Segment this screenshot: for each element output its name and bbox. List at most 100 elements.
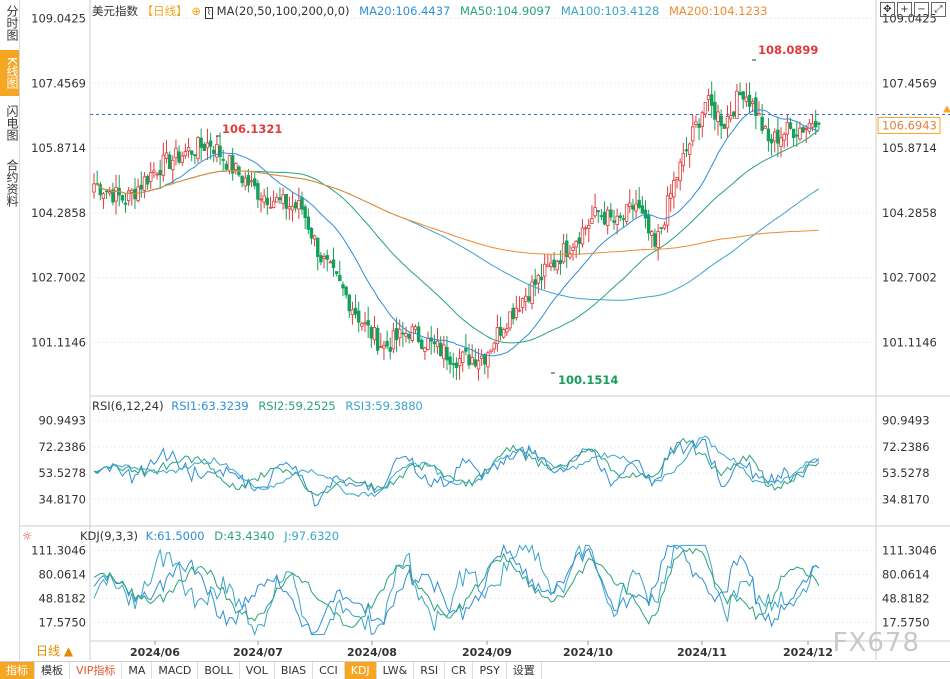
bottom-tab-[interactable]: 设置 <box>507 662 542 679</box>
period-selector[interactable]: 日线 ▲ <box>20 643 80 659</box>
candle-body <box>574 240 578 248</box>
candle-body <box>350 309 355 316</box>
candle-body <box>442 344 446 360</box>
candle-body <box>246 175 251 186</box>
candle-body <box>596 210 600 213</box>
bottom-tab-rsi[interactable]: RSI <box>414 662 446 679</box>
candle-body <box>457 358 462 367</box>
candle-body <box>804 128 808 131</box>
candle-body <box>114 186 118 202</box>
expand-icon[interactable]: ✥ <box>880 2 895 17</box>
candle-body <box>397 328 402 339</box>
bottom-tab-cci[interactable]: CCI <box>313 662 345 679</box>
candle-body <box>656 230 660 249</box>
kdj-header: ☼ KDJ(9,3,3) K:61.5000 D:43.4340 J:97.63… <box>22 529 339 543</box>
candle-body <box>672 180 676 198</box>
bottom-tab-vip[interactable]: VIP指标 <box>70 662 123 679</box>
candle-body <box>470 356 474 365</box>
candle-body <box>136 186 140 202</box>
candle-body <box>791 128 796 139</box>
candle-body <box>801 126 805 133</box>
candle-body <box>331 259 336 268</box>
price-tick-right: 105.8714 <box>882 141 937 155</box>
candle-body <box>511 307 515 320</box>
kline-chart[interactable]: 109.0425 109.0425 107.4569 107.4569 105.8714… <box>0 0 950 660</box>
candle-body <box>637 199 641 208</box>
gear-icon[interactable]: ☼ <box>22 529 33 543</box>
bottom-tab-psy[interactable]: PSY <box>473 662 507 679</box>
candle-body <box>152 170 156 173</box>
price-tick-right: 104.2858 <box>882 206 937 220</box>
bottom-tab-boll[interactable]: BOLL <box>198 662 240 679</box>
bottom-tab-ma[interactable]: MA <box>122 662 153 679</box>
ma100-value: MA100:103.4128 <box>560 4 660 18</box>
bottom-tab-bias[interactable]: BIAS <box>275 662 314 679</box>
candle-body <box>498 326 503 336</box>
candle-body <box>728 114 733 120</box>
ma-chart-icon: ⌇ <box>204 7 214 19</box>
price-tick-left: 105.8714 <box>31 141 86 155</box>
triangle-up-icon: ▲ <box>63 644 74 658</box>
candle-body <box>669 193 673 199</box>
zoom-out-icon[interactable]: − <box>914 2 929 17</box>
candle-body <box>230 155 235 174</box>
tab-timeshare[interactable]: 分时图 <box>5 5 19 41</box>
candle-body <box>750 101 755 104</box>
candle-body <box>725 115 730 129</box>
candle-body <box>375 328 380 351</box>
candle-body <box>366 320 370 326</box>
candle-body <box>420 339 424 350</box>
candle-body <box>451 363 455 366</box>
bottom-tab-macd[interactable]: MACD <box>152 662 199 679</box>
candle-body <box>495 327 500 345</box>
candle-body <box>243 177 247 187</box>
kdj-tick-right: 17.5750 <box>882 616 930 630</box>
settings-icon[interactable]: ⊕ <box>191 4 201 18</box>
candle-body <box>149 172 153 182</box>
candle-body <box>205 142 210 149</box>
kdj-tick-right: 48.8182 <box>882 592 930 606</box>
price-header: 美元指数 【日线】 ⊕ ⌇ MA(20,50,100,200,0,0) MA20… <box>92 3 767 19</box>
tab-lightning[interactable]: 闪电图 <box>5 105 19 141</box>
bottom-tab-vol[interactable]: VOL <box>240 662 275 679</box>
candle-body <box>697 123 701 128</box>
bottom-tab-kdj[interactable]: KDJ <box>344 662 377 679</box>
candle-body <box>605 209 610 226</box>
candle-body <box>256 183 260 200</box>
candle-body <box>155 173 159 176</box>
rsi1-value: RSI1:63.3239 <box>171 399 249 413</box>
candle-body <box>735 90 739 120</box>
period-selector-label: 日线 <box>36 644 61 658</box>
bottom-tab-lw[interactable]: LW& <box>377 662 415 679</box>
fullscreen-icon[interactable]: ⤢ <box>931 2 946 17</box>
high-annotation: 108.0899 <box>758 43 818 57</box>
candle-body <box>747 94 752 107</box>
candle-body <box>404 332 408 337</box>
sidebar: 分时图 K线图 闪电图 合约资料 <box>0 0 20 660</box>
candle-body <box>773 131 777 142</box>
candle-body <box>508 311 512 329</box>
rsi-tick-right: 90.9493 <box>882 414 930 428</box>
candle-body <box>709 94 714 106</box>
candle-body <box>609 209 613 218</box>
tab-contract-info[interactable]: 合约资料 <box>5 159 19 207</box>
candle-body <box>347 294 351 312</box>
price-tick-left: 102.7002 <box>31 271 86 285</box>
zoom-in-icon[interactable]: + <box>897 2 912 17</box>
candle-body <box>590 218 594 224</box>
bottom-tab-[interactable]: 指标 <box>0 662 35 679</box>
candle-body <box>287 206 292 210</box>
candle-body <box>624 204 629 222</box>
candle-body <box>769 138 774 144</box>
candle-body <box>92 183 96 193</box>
candle-body <box>293 202 298 209</box>
candle-body <box>325 255 329 260</box>
candle-body <box>788 122 793 129</box>
candle-body <box>164 152 169 159</box>
tab-kline[interactable]: K线图 <box>0 50 19 96</box>
candle-body <box>341 284 345 289</box>
bottom-tab-cr[interactable]: CR <box>445 662 474 679</box>
candle-body <box>741 91 745 100</box>
candle-body <box>552 259 556 268</box>
bottom-tab-[interactable]: 模板 <box>35 662 70 679</box>
